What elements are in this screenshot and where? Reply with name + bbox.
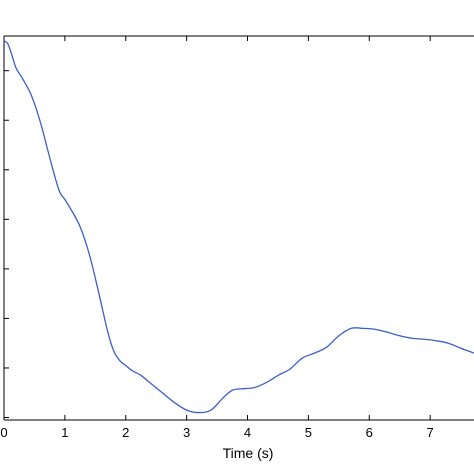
series-layer (3, 40, 474, 414)
x-tick-label-4: 4 (244, 425, 251, 440)
x-axis-ticks (3, 36, 431, 420)
x-axis-title: Time (s) (223, 445, 274, 461)
x-tick-label-3: 3 (183, 425, 190, 440)
axes-frame (3, 35, 474, 421)
x-tick-label-7: 7 (427, 425, 434, 440)
x-tick-label-5: 5 (305, 425, 312, 440)
x-tick-label-6: 6 (366, 425, 373, 440)
x-tick-label-2: 2 (122, 425, 129, 440)
series-line-0 (3, 40, 474, 414)
y-axis-ticks (4, 70, 9, 419)
x-axis-tick-labels: 0 1 2 3 4 5 6 7 (0, 425, 433, 440)
x-tick-label-1: 1 (61, 425, 68, 440)
x-tick-label-0: 0 (0, 425, 7, 440)
